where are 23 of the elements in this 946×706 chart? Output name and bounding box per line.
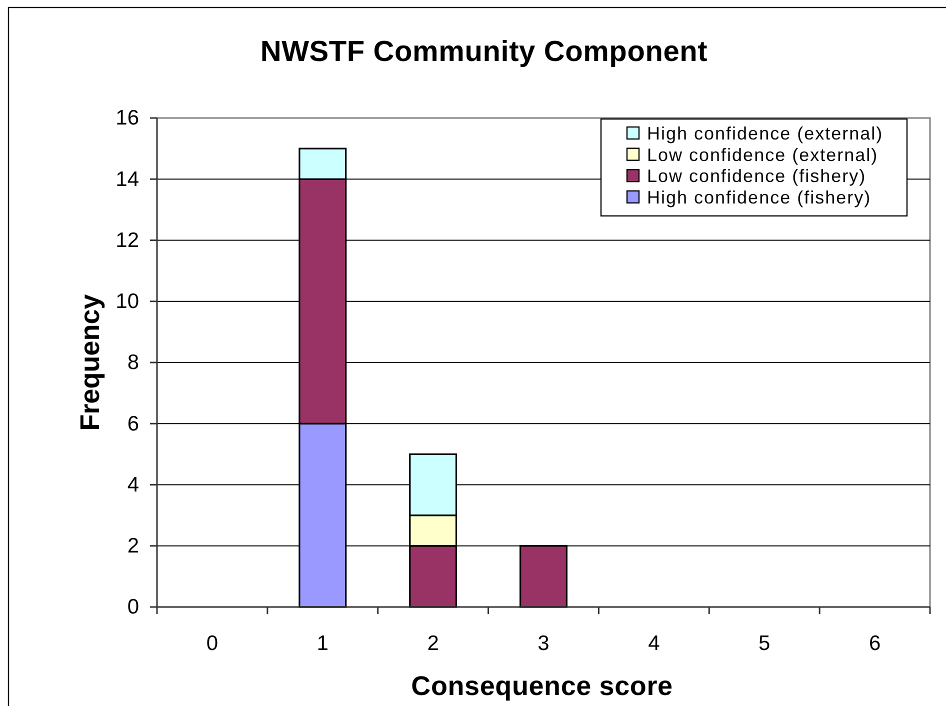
y-tick-label: 16 — [116, 106, 139, 130]
legend-label: High confidence (external) — [647, 124, 884, 144]
legend-label: Low confidence (fishery) — [647, 166, 866, 186]
x-tick-label: 1 — [316, 632, 328, 655]
y-tick-label: 6 — [127, 412, 139, 436]
x-tick-label: 0 — [206, 632, 218, 655]
legend-label: Low confidence (external) — [647, 144, 878, 165]
legend-label: High confidence (fishery) — [647, 187, 872, 208]
x-tick-label: 3 — [538, 632, 550, 655]
x-tick-label: 6 — [868, 632, 881, 655]
y-tick-label: 0 — [127, 596, 139, 619]
y-tick-label: 2 — [127, 534, 139, 558]
y-tick-label: 14 — [116, 168, 140, 191]
chart-title: NWSTF Community Component — [260, 36, 708, 68]
y-axis-title: Frequency — [75, 294, 105, 431]
y-tick-label: 12 — [116, 228, 139, 252]
y-tick-label: 8 — [127, 351, 139, 374]
x-tick-label: 2 — [427, 632, 439, 655]
y-tick-label: 4 — [127, 473, 140, 496]
y-tick-label: 10 — [116, 290, 139, 314]
x-axis-title: Consequence score — [411, 671, 673, 701]
x-tick-label: 4 — [648, 632, 660, 655]
x-tick-label: 5 — [758, 632, 770, 655]
